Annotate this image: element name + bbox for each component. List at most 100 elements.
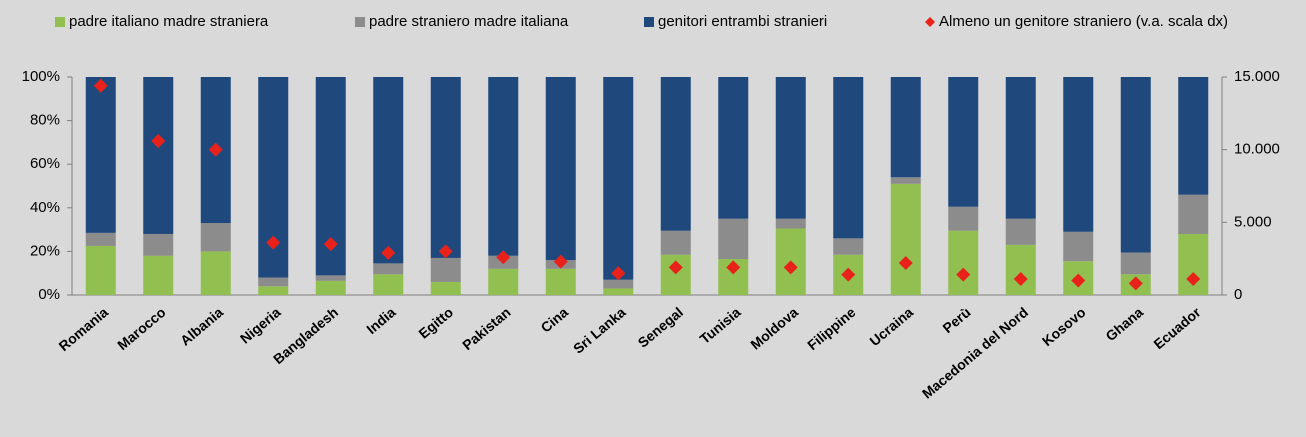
marker (93, 78, 108, 93)
marker (898, 256, 913, 271)
bar-segment (1005, 218, 1036, 245)
marker (1013, 272, 1028, 287)
x-tick-label: Sri Lanka (570, 304, 629, 357)
y-tick-label: 100% (22, 68, 60, 85)
x-tick-label: Albania (177, 304, 226, 349)
bar-segment (833, 77, 864, 239)
bar-segment (603, 77, 634, 280)
x-tick-label: Egitto (415, 304, 456, 342)
bar-segment (315, 280, 346, 295)
bar-segment (890, 77, 921, 178)
bar-segment (1120, 252, 1151, 275)
bar-segment (85, 232, 116, 246)
bar-segment (948, 230, 979, 295)
bar-segment (258, 286, 289, 295)
x-tick-label: Ghana (1102, 304, 1146, 344)
bar-segment (890, 177, 921, 184)
legend-key (925, 17, 935, 27)
bar-segment (143, 233, 174, 256)
bar-segment (660, 77, 691, 231)
marker (208, 142, 223, 157)
x-tick-label: Moldova (747, 304, 801, 353)
bar-segment (85, 77, 116, 233)
bar-segment (603, 288, 634, 295)
marker (553, 254, 568, 269)
marker (1128, 276, 1143, 291)
bar-segment (258, 277, 289, 287)
bar-segment (603, 279, 634, 289)
bar-segment (430, 257, 461, 282)
bar-segment (373, 263, 404, 275)
bar-segment (948, 77, 979, 207)
bar-segment (85, 245, 116, 295)
y2-tick-label: 15.000 (1234, 68, 1280, 85)
legend-label: padre italiano madre straniera (69, 13, 269, 30)
bar-segment (948, 206, 979, 231)
bar-segment (488, 77, 519, 256)
bar-segment (373, 77, 404, 264)
x-tick-label: Romania (55, 304, 111, 354)
bar-segment (200, 223, 231, 252)
x-tick-label: Senegal (635, 304, 686, 351)
y2-tick-label: 5.000 (1234, 213, 1272, 230)
marker (1071, 273, 1086, 288)
x-tick-label: Filippine (804, 304, 859, 353)
legend-label: Almeno un genitore straniero (v.a. scala… (939, 13, 1228, 30)
marker (266, 235, 281, 250)
bar-segment (1005, 77, 1036, 219)
bar-segment (545, 268, 576, 295)
marker (438, 244, 453, 259)
x-tick-label: India (363, 304, 398, 337)
bar-segment (488, 268, 519, 295)
bar-segment (718, 218, 749, 260)
marker (668, 260, 683, 275)
x-tick-label: Ecuador (1150, 304, 1204, 353)
x-tick-label: Macedonia del Nord (919, 304, 1031, 402)
marker (496, 250, 511, 265)
y-tick-label: 0% (38, 286, 60, 303)
marker (151, 133, 166, 148)
bar-segment (143, 77, 174, 234)
bar-segment (1178, 194, 1209, 234)
bar-segment (373, 274, 404, 295)
bar-segment (430, 77, 461, 258)
y2-tick-label: 10.000 (1234, 141, 1280, 158)
bar-segment (1120, 77, 1151, 253)
legend-label: genitori entrambi stranieri (658, 13, 827, 30)
legend-key (55, 17, 65, 27)
x-tick-label: Tunisia (697, 304, 744, 347)
x-tick-label: Cina (538, 304, 572, 336)
bar-segment (660, 230, 691, 255)
bar-segment (1063, 231, 1094, 262)
bar-segment (833, 238, 864, 255)
y-tick-label: 80% (30, 112, 60, 129)
bar-segment (430, 281, 461, 295)
x-tick-label: Ucraina (866, 304, 916, 349)
y-tick-label: 20% (30, 242, 60, 259)
bar-segment (1178, 77, 1209, 195)
bar-segment (545, 77, 576, 261)
legend-key (644, 17, 654, 27)
marker (381, 245, 396, 260)
bar-segment (775, 218, 806, 229)
legend-key (355, 17, 365, 27)
bar-segment (315, 275, 346, 281)
y2-tick-label: 0 (1234, 286, 1242, 303)
x-tick-label: Nigeria (237, 304, 284, 347)
bar-segment (200, 251, 231, 295)
marker (611, 266, 626, 281)
bar-segment (1063, 77, 1094, 232)
marker (1186, 272, 1201, 287)
bar-segment (143, 255, 174, 295)
y-tick-label: 40% (30, 199, 60, 216)
x-tick-label: Marocco (114, 304, 168, 353)
marker (841, 267, 856, 282)
bar-segment (718, 77, 749, 219)
y-tick-label: 60% (30, 155, 60, 172)
marker (323, 237, 338, 252)
x-tick-label: Perù (939, 304, 973, 336)
legend-label: padre straniero madre italiana (369, 13, 569, 30)
x-tick-label: Pakistan (459, 304, 513, 353)
bar-segment (890, 183, 921, 295)
